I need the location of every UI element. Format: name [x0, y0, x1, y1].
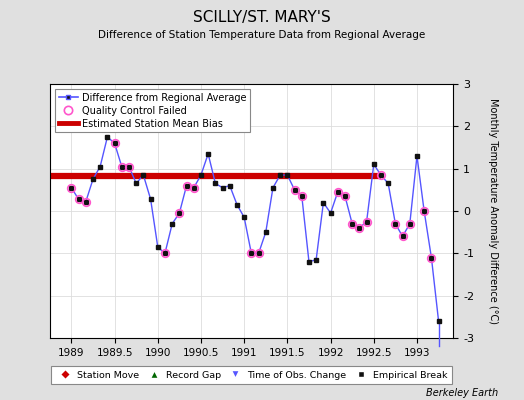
Legend: Station Move, Record Gap, Time of Obs. Change, Empirical Break: Station Move, Record Gap, Time of Obs. C…: [51, 366, 452, 384]
Text: SCILLY/ST. MARY'S: SCILLY/ST. MARY'S: [193, 10, 331, 25]
Y-axis label: Monthly Temperature Anomaly Difference (°C): Monthly Temperature Anomaly Difference (…: [488, 98, 498, 324]
Text: Difference of Station Temperature Data from Regional Average: Difference of Station Temperature Data f…: [99, 30, 425, 40]
Text: Berkeley Earth: Berkeley Earth: [425, 388, 498, 398]
Legend: Difference from Regional Average, Quality Control Failed, Estimated Station Mean: Difference from Regional Average, Qualit…: [54, 89, 250, 132]
